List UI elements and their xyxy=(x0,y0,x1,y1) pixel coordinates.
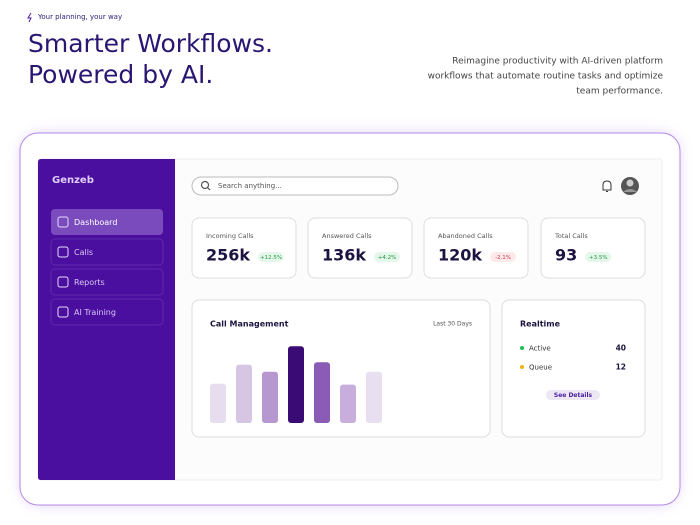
nav-label[interactable]: Calls xyxy=(74,248,93,257)
change-badge xyxy=(490,252,517,262)
nav-icon xyxy=(57,246,69,258)
nav-item[interactable] xyxy=(50,238,164,266)
stat-card xyxy=(307,217,413,279)
description: team performance. xyxy=(576,87,663,97)
change-badge xyxy=(585,252,612,262)
avatar xyxy=(626,179,634,187)
tag-icon xyxy=(27,12,32,23)
status-value: 40 xyxy=(616,344,626,353)
stat-value: 256k xyxy=(206,246,250,265)
stat-label: Total Calls xyxy=(554,232,588,240)
status-dot xyxy=(520,365,524,369)
stat-card xyxy=(540,217,646,279)
change-text: +3.5% xyxy=(589,255,608,261)
nav-label[interactable]: Dashboard xyxy=(74,218,117,227)
bar xyxy=(288,346,304,423)
avatar xyxy=(623,189,637,192)
panel-title: Realtime xyxy=(520,320,561,329)
nav-icon xyxy=(57,216,69,228)
status-label: Active xyxy=(529,345,551,353)
search-bar[interactable] xyxy=(191,176,399,196)
search-icon xyxy=(200,180,210,190)
description: Reimagine productivity with AI-driven pl… xyxy=(452,57,663,67)
change-badge xyxy=(374,252,401,262)
change-badge xyxy=(258,252,285,262)
bar xyxy=(366,371,382,423)
realtime-card xyxy=(501,299,646,438)
see-details-label[interactable]: See Details xyxy=(554,392,593,399)
logo: Genzeb xyxy=(52,175,94,186)
status-label: Queue xyxy=(529,364,552,372)
stat-label: Incoming Calls xyxy=(206,232,254,240)
status-dot xyxy=(520,346,524,350)
status-value: 12 xyxy=(616,363,626,372)
bell-icon[interactable] xyxy=(602,180,612,192)
tagline: Your planning, your way xyxy=(37,13,122,21)
stat-value: 136k xyxy=(322,246,366,265)
stat-value: 93 xyxy=(555,246,577,265)
period: Last 30 Days xyxy=(433,321,472,328)
change-text: -2.1% xyxy=(495,255,511,261)
search-placeholder: Search anything... xyxy=(218,182,282,190)
nav-label[interactable]: AI Training xyxy=(74,308,116,317)
bar xyxy=(262,371,278,423)
bar xyxy=(236,364,252,423)
stat-label: Answered Calls xyxy=(322,232,372,240)
headline: Smarter Workflows. xyxy=(28,29,273,58)
stat-label: Abandoned Calls xyxy=(438,232,493,240)
nav-item[interactable] xyxy=(50,298,164,326)
nav-label[interactable]: Reports xyxy=(74,278,105,287)
bar xyxy=(210,383,226,423)
headline: Powered by AI. xyxy=(28,60,213,89)
change-text: +12.5% xyxy=(260,255,282,261)
stat-value: 120k xyxy=(438,246,482,265)
stat-card xyxy=(423,217,529,279)
nav-item[interactable] xyxy=(50,268,164,296)
search-icon xyxy=(207,187,211,191)
stat-card xyxy=(191,217,297,279)
nav-item[interactable] xyxy=(51,209,163,235)
see-details-button[interactable] xyxy=(546,390,600,400)
change-text: +4.2% xyxy=(378,255,397,261)
nav-icon xyxy=(57,276,69,288)
bar xyxy=(314,362,330,423)
bar xyxy=(340,384,356,423)
description: workflows that automate routine tasks an… xyxy=(428,72,664,82)
nav-icon xyxy=(57,306,69,318)
panel-title: Call Management xyxy=(210,320,289,329)
